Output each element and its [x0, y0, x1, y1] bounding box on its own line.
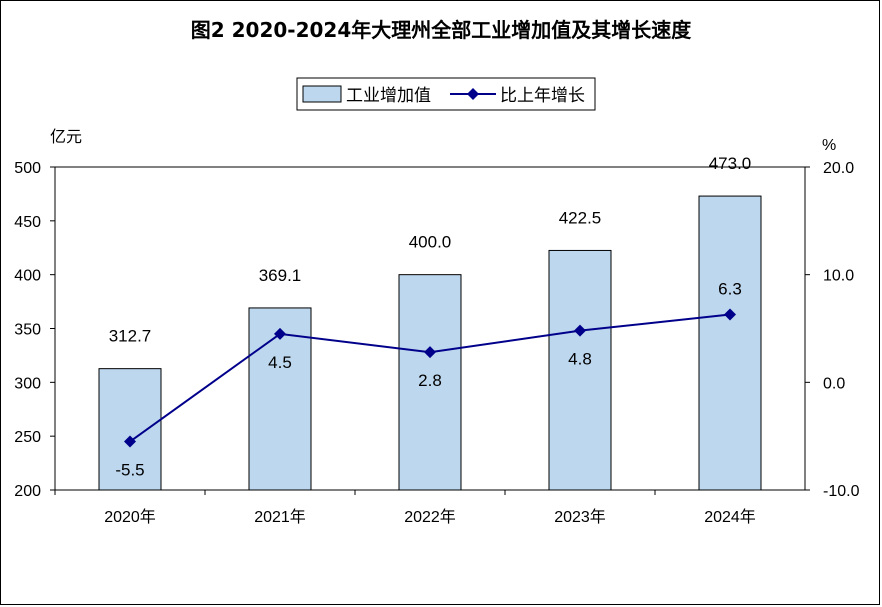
y-left-tick-label: 200 [14, 483, 41, 500]
plot-area: 200 250 300 350 400 450 500 亿元 -10.0 0.0 10.0 20.0%… [14, 128, 859, 526]
bar [698, 195, 762, 491]
bar [398, 274, 462, 491]
y-left-tick-label: 400 [14, 268, 41, 285]
growth-marker [424, 346, 436, 359]
growth-marker [124, 435, 136, 448]
x-tick-label: 2020年 [104, 508, 156, 526]
legend-marker [467, 88, 479, 100]
bar [98, 368, 162, 491]
y-left-tick-label: 250 [14, 429, 41, 446]
bar-value-label: 312.7 [109, 327, 152, 346]
y-left-tick-label: 450 [14, 214, 41, 231]
growth-value-label: 6.3 [718, 280, 742, 299]
legend-swatch-bar [302, 85, 342, 103]
bar-value-label: 422.5 [559, 208, 602, 227]
legend-label-bar: 工业增加值 [346, 86, 431, 105]
x-tick-label: 2024年 [704, 508, 756, 526]
growth-value-label: 4.8 [568, 350, 592, 369]
y-right-tick-label: 10.0 [823, 268, 854, 285]
growth-marker [724, 308, 736, 321]
bar-value-label: 400.0 [409, 233, 452, 252]
x-tick-label: 2021年 [254, 508, 306, 526]
x-tick-label: 2023年 [554, 508, 606, 526]
bar-value-label: 473.0 [709, 154, 752, 173]
y-left-tick-label: 300 [14, 375, 41, 392]
growth-value-label: 2.8 [418, 371, 442, 390]
y-left-tick-label: 350 [14, 322, 41, 339]
growth-value-label: -5.5 [115, 461, 144, 480]
x-tick-label: 2022年 [404, 508, 456, 526]
y-right-tick-label: 20.0 [823, 160, 854, 177]
legend: 工业增加值 比上年增长 [296, 77, 596, 111]
legend-box [296, 77, 596, 111]
bar [548, 249, 612, 491]
y-left-unit: 亿元 [50, 128, 82, 146]
growth-marker [274, 327, 286, 340]
y-left-tick-label: 500 [14, 160, 41, 177]
y-right-tick-label: -10.0 [823, 483, 860, 500]
chart-title: 图2 2020-2024年大理州全部工业增加值及其增长速度 [190, 18, 692, 42]
growth-value-label: 4.5 [268, 353, 292, 372]
growth-marker [574, 324, 586, 337]
legend-label-line: 比上年增长 [500, 86, 585, 105]
bar-value-label: 369.1 [259, 266, 302, 285]
y-right-tick-label: 0.0 [823, 375, 845, 392]
y-right-unit: % [822, 137, 836, 154]
